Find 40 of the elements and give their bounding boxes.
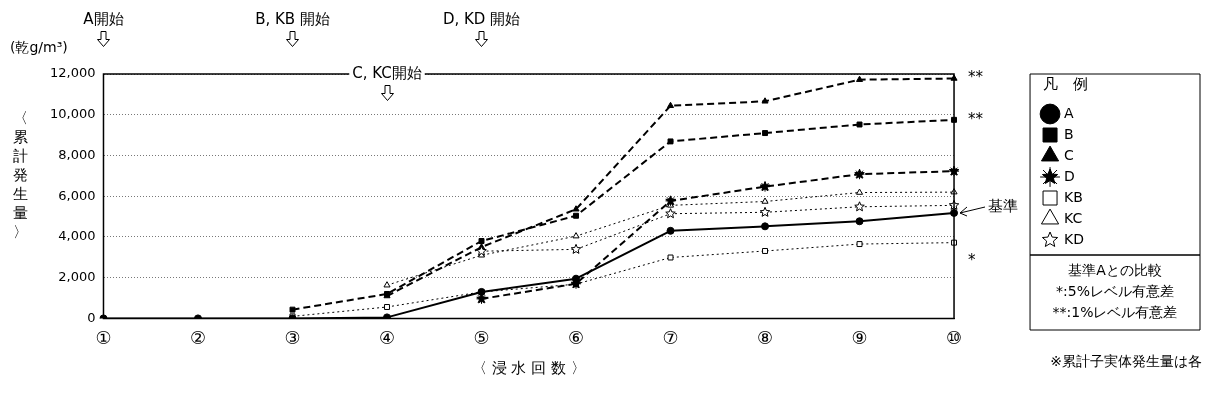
legend-label: B [1064,125,1074,142]
legend-label: A [1064,104,1075,121]
y-tick-label: 4,000 [58,228,96,244]
x-tick-label: ① [95,326,112,348]
y-tick-label: 8,000 [58,146,96,162]
y-tick-label: 12,000 [49,65,96,81]
x-tick-label: ④ [378,326,396,348]
x-tick-label: ⑩ [945,326,963,348]
y-tick-label: 10,000 [49,106,96,122]
text: **:1%レベル有意差 [1052,303,1178,320]
text: ※累計子実体発生量は各 [1050,353,1202,370]
legend-label: D [1064,167,1075,184]
x-tick-label: ② [189,326,207,348]
y-axis-title: 〈累計発生量〉 [12,109,28,242]
legend-title: 凡 例 [1042,75,1088,94]
text: B, KB 開始 [255,9,330,28]
legend-label: C [1064,146,1075,163]
text: D, KD 開始 [442,9,521,28]
x-tick-label: ③ [284,326,301,348]
x-tick-label: ⑧ [756,326,774,348]
x-tick-label: ⑤ [473,326,490,348]
x-tick-label: ⑦ [662,326,679,348]
annotation: C, KC開始 [352,63,422,82]
text: (乾g/m³) [10,38,68,55]
legend-label: KB [1064,188,1083,205]
annotation: ** [968,68,984,87]
text: *:5%レベル有意差 [1056,282,1174,299]
annotation: ** [968,109,984,128]
legend-label: KD [1064,230,1085,247]
text: 基準Aとの比較 [1068,261,1162,278]
y-tick-label: 2,000 [58,269,96,285]
annotation: 基準 [988,196,1019,215]
x-tick-label: ⑥ [567,326,585,348]
y-tick-label: 0 [87,309,96,325]
legend-label: KC [1064,209,1083,226]
x-axis-title: 〈 浸 水 回 数 〉 [471,358,586,377]
x-tick-label: ⑨ [851,326,868,348]
y-tick-label: 6,000 [58,187,96,203]
annotation: * [968,250,977,269]
text: A開始 [83,9,124,28]
